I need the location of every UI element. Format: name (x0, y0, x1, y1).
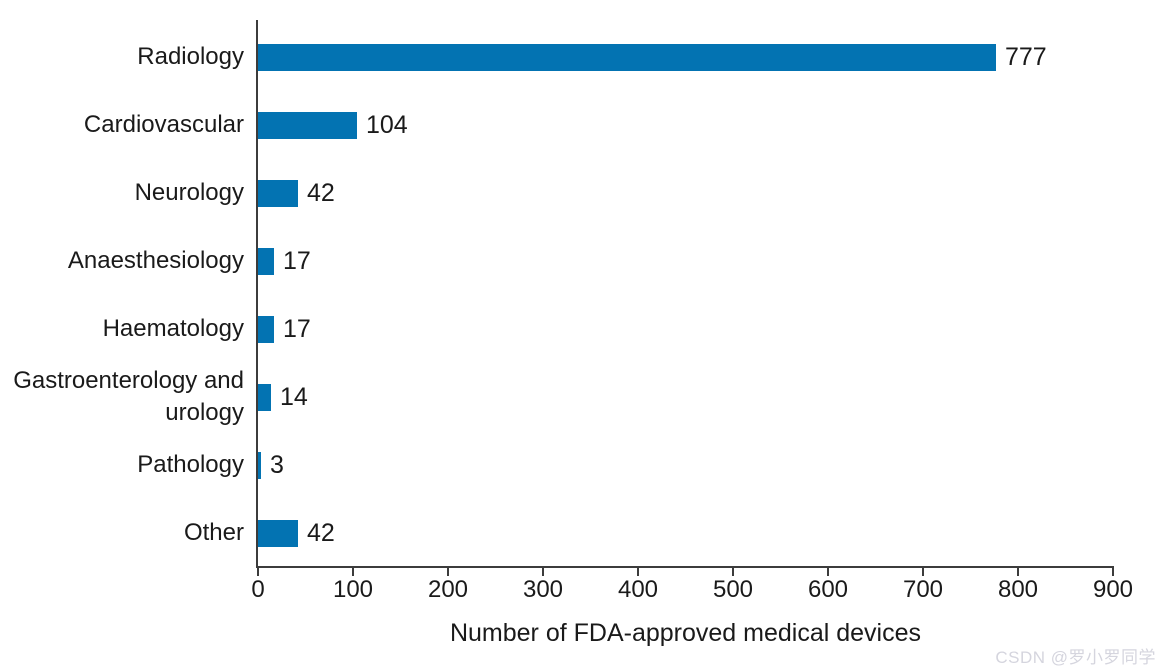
x-tick-label: 200 (427, 576, 469, 603)
category-label: Pathology (137, 450, 244, 478)
x-tick-label: 500 (712, 576, 754, 603)
bar-row: Anaesthesiology 17 (0, 227, 1160, 295)
bar (258, 383, 271, 411)
category-label: Neurology (134, 178, 244, 206)
value-label: 42 (307, 178, 335, 207)
x-tick (257, 568, 259, 576)
category-label: Haematology (102, 314, 244, 342)
x-tick (732, 568, 734, 576)
value-label: 17 (283, 314, 311, 343)
x-tick-label: 400 (617, 576, 659, 603)
x-tick-label: 900 (1092, 576, 1134, 603)
bar (258, 315, 274, 343)
x-axis-line (256, 566, 1114, 568)
bar-row: Radiology 777 (0, 23, 1160, 91)
x-tick (352, 568, 354, 576)
x-tick (447, 568, 449, 576)
bar (258, 519, 298, 547)
x-tick-label: 0 (251, 576, 265, 603)
value-label: 14 (280, 382, 308, 411)
value-label: 42 (307, 518, 335, 547)
x-tick-label: 300 (522, 576, 564, 603)
x-axis-title: Number of FDA-approved medical devices (449, 619, 922, 647)
bar (258, 111, 357, 139)
x-tick-label: 600 (807, 576, 849, 603)
bar-row: Haematology 17 (0, 295, 1160, 363)
x-tick (542, 568, 544, 576)
x-tick (922, 568, 924, 576)
category-label: Radiology (137, 42, 244, 70)
x-tick-label: 800 (997, 576, 1039, 603)
value-label: 17 (283, 246, 311, 275)
bar (258, 451, 261, 479)
bar-row: Gastroenterology and urology 14 (0, 363, 1160, 431)
bar-rows: Radiology 777 Cardiovascular 104 Neurology 42… (0, 23, 1160, 567)
value-label: 104 (366, 110, 408, 139)
x-tick (637, 568, 639, 576)
watermark: CSDN @罗小罗同学 (995, 648, 1156, 667)
category-label: Cardiovascular (83, 110, 244, 138)
bar-row: Pathology 3 (0, 431, 1160, 499)
category-label: Gastroenterology and urology (13, 366, 244, 426)
x-tick (1017, 568, 1019, 576)
bar (258, 43, 996, 71)
bar (258, 179, 298, 207)
bar-row: Neurology 42 (0, 159, 1160, 227)
x-tick (827, 568, 829, 576)
value-label: 3 (270, 450, 284, 479)
bar-row: Cardiovascular 104 (0, 91, 1160, 159)
x-tick (1112, 568, 1114, 576)
bar (258, 247, 274, 275)
bar-row: Other 42 (0, 499, 1160, 567)
x-tick-label: 100 (332, 576, 374, 603)
category-label: Anaesthesiology (67, 246, 244, 274)
category-label: Other (183, 518, 244, 546)
y-axis-line (256, 20, 258, 568)
value-label: 777 (1005, 42, 1047, 71)
x-tick-label: 700 (902, 576, 944, 603)
